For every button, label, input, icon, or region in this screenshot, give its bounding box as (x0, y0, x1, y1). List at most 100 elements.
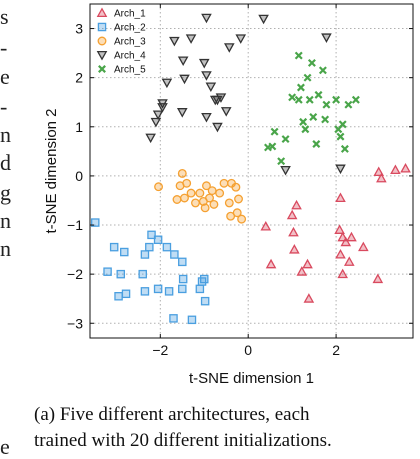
data-point (303, 73, 312, 82)
data-point (338, 120, 347, 129)
data-point (140, 287, 150, 296)
series-arch-4 (145, 13, 346, 176)
data-point (305, 95, 314, 104)
data-point (231, 182, 241, 192)
series-arch-1 (260, 163, 411, 303)
data-point (335, 164, 346, 175)
data-point (157, 103, 168, 113)
data-point (314, 90, 323, 99)
data-point (237, 214, 247, 224)
x-tick-label: −2 (152, 342, 168, 358)
data-point (170, 250, 179, 259)
data-point (291, 199, 302, 210)
data-point (334, 224, 345, 234)
x-marker-stroke (299, 117, 308, 126)
x-marker-stroke (312, 140, 321, 148)
x-marker-stroke (303, 73, 312, 82)
data-point (140, 250, 150, 259)
legend-label: Arch_3 (114, 37, 146, 48)
caption-line: trained with 20 different initialization… (34, 430, 332, 451)
y-tick-label: 0 (75, 168, 83, 184)
legend-label: Arch_5 (114, 65, 146, 76)
legend-marker (96, 50, 108, 61)
data-point (270, 127, 279, 136)
data-point (109, 242, 119, 252)
data-point (235, 34, 247, 44)
data-point (215, 188, 225, 198)
x-marker-stroke (288, 93, 297, 102)
series-arch-5 (264, 51, 360, 166)
x-marker-stroke (340, 144, 349, 153)
data-point (280, 166, 291, 176)
series-arch-3 (154, 169, 247, 224)
x-marker-stroke (98, 65, 106, 73)
y-tick-label: −1 (67, 217, 83, 233)
data-point (400, 163, 411, 173)
x-marker-stroke (309, 112, 318, 121)
data-point (224, 198, 234, 208)
y-axis-label: t-SNE dimension 2 (43, 108, 60, 233)
side-fragment: n (0, 236, 11, 261)
data-point (103, 267, 112, 276)
points (91, 13, 411, 325)
data-point (289, 244, 300, 254)
data-point (343, 256, 355, 266)
data-point (153, 284, 163, 294)
data-point (390, 164, 401, 175)
data-point (260, 220, 272, 231)
x-marker-stroke (301, 125, 310, 134)
data-point (177, 169, 187, 178)
data-point (177, 56, 189, 67)
data-point (145, 242, 154, 252)
data-point (178, 257, 187, 267)
x-tick-label: 0 (244, 342, 252, 358)
data-point (91, 218, 100, 227)
data-point (265, 258, 277, 269)
data-point (215, 93, 227, 103)
data-point (288, 93, 297, 102)
data-point (200, 203, 210, 213)
data-point (376, 172, 387, 183)
data-point (321, 33, 332, 43)
data-point (258, 14, 269, 25)
data-point (178, 284, 187, 294)
y-tick-label: 1 (75, 119, 83, 135)
data-point (321, 115, 330, 124)
x-marker-stroke (277, 157, 286, 166)
data-point (147, 230, 156, 240)
data-point (309, 112, 318, 121)
data-point (176, 108, 188, 118)
side-fragment: n (0, 122, 11, 147)
data-point (337, 268, 348, 279)
legend-label: Arch_2 (114, 23, 146, 34)
data-point (198, 58, 210, 69)
data-point (187, 315, 197, 325)
legend-marker (97, 22, 107, 32)
data-point (195, 284, 205, 294)
data-point (162, 242, 172, 252)
data-point (207, 186, 217, 196)
data-point (138, 269, 147, 279)
side-fragment: - (0, 35, 8, 60)
data-point (307, 58, 316, 67)
data-point (191, 198, 200, 208)
data-point (195, 188, 205, 198)
data-point (372, 273, 384, 284)
data-point (164, 287, 174, 296)
series-arch-2 (91, 218, 210, 325)
tsne-scatter-chart: −2 0 2 −3 −2 −1 0 1 2 3 t-SNE dimension 1 t-SNE d… (43, 3, 414, 387)
data-point (322, 100, 331, 109)
data-point (277, 157, 286, 166)
data-point (219, 178, 229, 188)
data-point (152, 110, 164, 121)
y-tick-label: 3 (75, 21, 83, 37)
data-point (299, 117, 308, 126)
legend-label: Arch_4 (114, 51, 146, 62)
data-point (232, 208, 242, 218)
legend-label: Arch_1 (114, 9, 146, 20)
data-point (150, 117, 162, 128)
data-point (197, 277, 207, 286)
side-fragment: e (0, 434, 10, 459)
data-point (340, 236, 352, 247)
x-marker-stroke (307, 58, 316, 67)
